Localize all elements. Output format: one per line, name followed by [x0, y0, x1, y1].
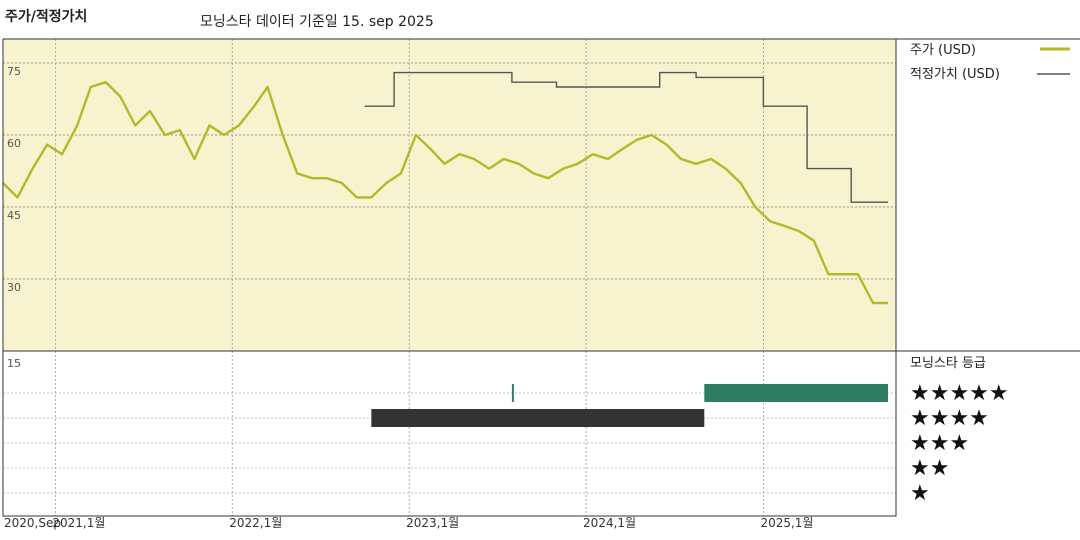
price-panel-background — [3, 39, 896, 351]
legend-price-label: 주가 (USD) — [910, 43, 976, 58]
x-tick-label: 2022,1월 — [229, 516, 282, 530]
legend-fair-label: 적정가치 (USD) — [910, 67, 1000, 82]
x-tick-label: 2023,1월 — [406, 516, 459, 530]
three-star-label: ★★★ — [910, 431, 969, 456]
x-tick-label: 2025,1월 — [760, 516, 813, 530]
two-star-label: ★★ — [910, 456, 949, 481]
y-tick-label: 60 — [7, 137, 21, 150]
y-tick-label: 45 — [7, 209, 21, 222]
5-star-rating-bar — [704, 384, 888, 402]
price-line — [2, 80, 888, 305]
one-star-label: ★ — [910, 481, 930, 506]
chart-title: 주가/적정가치 — [5, 8, 87, 25]
x-tick-label: 2024,1월 — [583, 516, 636, 530]
fair-value-line — [364, 71, 888, 203]
y-tick-label: 75 — [7, 65, 21, 78]
grid-lines — [3, 39, 896, 516]
rating-bars — [371, 384, 888, 427]
5-star-rating-bar — [511, 384, 514, 402]
x-tick-label: 2021,1월 — [52, 516, 105, 530]
rating-axis-label: 15 — [7, 357, 21, 370]
rating-panel-background — [3, 351, 896, 516]
y-tick-label: 30 — [7, 281, 21, 294]
legend: 주가 (USD) 적정가치 (USD) 모닝스타 등급 ★★★★★ ★★★★ ★… — [910, 43, 1070, 506]
4-star-rating-bar — [371, 409, 705, 427]
data-date-subtitle: 모닝스타 데이터 기준일 15. sep 2025 — [200, 14, 434, 30]
four-star-label: ★★★★ — [910, 406, 989, 431]
y-axis-ticks: 75 60 45 30 — [7, 65, 21, 294]
five-star-label: ★★★★★ — [910, 381, 1009, 406]
x-tick-label: 2020,Sep — [4, 516, 61, 530]
rating-legend-title: 모닝스타 등급 — [910, 356, 986, 371]
